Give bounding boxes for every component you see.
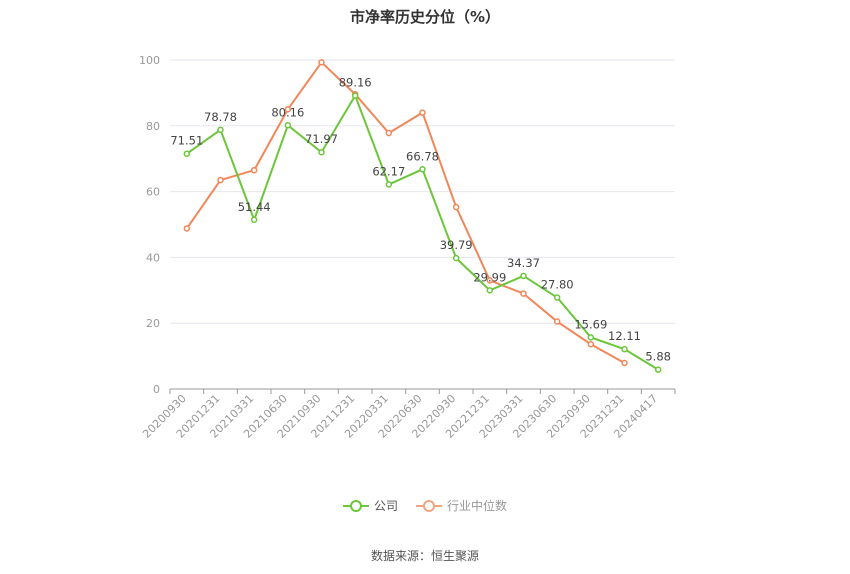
- data-point-company: [553, 294, 561, 301]
- data-label-company: 12.11: [608, 329, 641, 343]
- data-point-company: [587, 334, 595, 341]
- data-point-industry: [553, 318, 561, 325]
- data-point-company: [452, 254, 460, 262]
- data-point-industry: [183, 225, 191, 232]
- data-label-company: 71.97: [305, 132, 338, 146]
- data-point-company: [654, 366, 662, 373]
- data-point-industry: [419, 109, 426, 116]
- data-point-industry: [486, 277, 494, 284]
- data-label-company: 71.51: [170, 134, 203, 148]
- source-note: 数据来源：恒生聚源: [370, 549, 479, 563]
- data-point-company: [217, 126, 224, 134]
- y-tick-label: 40: [146, 251, 160, 264]
- y-tick-label: 100: [139, 54, 160, 67]
- legend-item-company[interactable]: 公司: [342, 497, 398, 514]
- data-point-company: [385, 181, 393, 188]
- data-point-company: [284, 122, 292, 129]
- data-point-industry: [250, 166, 258, 174]
- plot-area: 0204060801002020093020201231202103312021…: [139, 54, 676, 441]
- y-tick-label: 80: [146, 120, 160, 133]
- data-point-industry: [284, 106, 292, 113]
- data-label-company: 62.17: [372, 164, 405, 178]
- chart-title: 市净率历史分位（%）: [349, 8, 501, 26]
- y-tick-label: 60: [146, 186, 160, 199]
- data-label-company: 89.16: [339, 76, 372, 90]
- data-point-industry: [217, 176, 224, 184]
- data-label-company: 66.78: [406, 149, 439, 163]
- legend-item-industry[interactable]: 行业中位数: [416, 497, 507, 514]
- data-point-company: [250, 216, 258, 224]
- data-point-company: [419, 166, 426, 173]
- data-label-company: 27.80: [541, 278, 574, 292]
- data-point-industry: [587, 341, 595, 348]
- data-label-company: 51.44: [238, 200, 271, 214]
- data-point-industry: [621, 359, 628, 367]
- data-point-industry: [385, 129, 393, 137]
- data-label-company: 78.78: [204, 110, 237, 124]
- data-label-company: 5.88: [645, 350, 671, 364]
- data-point-company: [318, 148, 325, 156]
- legend-company-label: 公司: [373, 499, 398, 513]
- data-label-company: 15.69: [574, 317, 607, 331]
- data-point-company: [621, 345, 628, 353]
- data-point-industry: [452, 203, 460, 211]
- legend-company-icon: [342, 499, 369, 512]
- data-point-company: [486, 287, 494, 294]
- data-label-company: 29.99: [473, 270, 506, 284]
- data-point-industry: [520, 290, 527, 297]
- data-label-company: 34.37: [507, 256, 540, 270]
- series-line-industry: [186, 61, 625, 364]
- data-label-company: 39.79: [440, 238, 473, 252]
- legend: 公司 行业中位数: [0, 497, 850, 514]
- y-tick-label: 0: [153, 383, 160, 396]
- data-point-company: [351, 92, 359, 99]
- data-label-company: 80.16: [271, 105, 304, 119]
- legend-industry-icon: [416, 499, 442, 512]
- y-tick-label: 20: [146, 317, 160, 330]
- legend-industry-label: 行业中位数: [447, 499, 508, 513]
- data-point-industry: [318, 59, 325, 66]
- data-point-company: [520, 272, 527, 280]
- data-point-company: [183, 150, 191, 157]
